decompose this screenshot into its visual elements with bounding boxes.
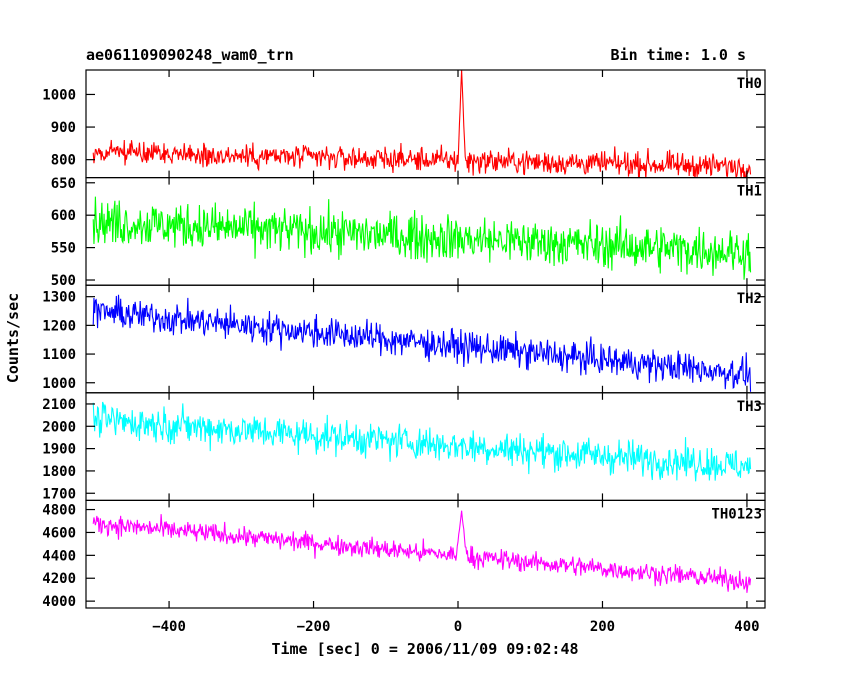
panels-group: 800 900 1000 TH0 500 550 600 650 TH1 1000 1100 1200… [42,69,766,610]
y-tick-label: 900 [51,120,76,136]
panel-label: TH0123 [711,506,762,522]
y-tick-label: 4600 [42,525,76,541]
x-tick-label: −200 [297,619,331,635]
x-tick-label: 200 [590,619,615,635]
x-axis: −400 −200 0 200 400 [152,619,759,635]
panel-th2: 1000 1100 1200 1300 TH2 [42,284,766,394]
y-tick-label: 650 [51,176,76,192]
y-tick-label: 1200 [42,318,76,334]
x-tick-label: 0 [454,619,462,635]
panel-th1: 500 550 600 650 TH1 [51,176,766,289]
y-tick-label: 1100 [42,347,76,363]
y-tick-label: 600 [51,208,76,224]
y-tick-label: 1300 [42,290,76,306]
series-line-th3 [92,401,752,482]
y-tick-label: 4800 [42,503,76,519]
panel-frame [85,499,766,609]
series-line-th0123 [92,510,752,593]
panel-label: TH1 [737,184,762,200]
y-tick-label: 1000 [42,87,76,103]
bin-time-label: Bin time: 1.0 s [611,46,746,64]
series-line-th1 [92,196,752,280]
y-tick-label: 1900 [42,442,76,458]
y-tick-label: 1000 [42,376,76,392]
y-tick-label: 800 [51,153,76,169]
panel-th3: 1700 1800 1900 2000 2100 TH3 [42,392,766,502]
y-tick-label: 2000 [42,419,76,435]
y-tick-label: 550 [51,241,76,257]
panel-label: TH2 [737,291,762,307]
y-tick-label: 500 [51,273,76,289]
y-tick-label: 1700 [42,486,76,502]
x-tick-label: 400 [734,619,759,635]
chart-title: ae061109090248_wam0_trn [86,46,294,64]
y-tick-label: 2100 [42,397,76,413]
panel-label: TH0 [737,76,762,92]
panel-th0: 800 900 1000 TH0 [42,69,766,179]
y-tick-label: 1800 [42,464,76,480]
y-tick-label: 4200 [42,571,76,587]
series-line-th2 [92,294,752,392]
y-tick-label: 4000 [42,594,76,610]
x-tick-label: −400 [152,619,186,635]
series-line-th0 [92,70,752,178]
y-tick-label: 4400 [42,548,76,564]
x-axis-label: Time [sec] 0 = 2006/11/09 09:02:48 [271,640,578,658]
panel-label: TH3 [737,399,762,415]
panel-th0123: 4000 4200 4400 4600 4800 TH0123 [42,499,766,610]
y-axis-label: Counts/sec [4,293,22,383]
